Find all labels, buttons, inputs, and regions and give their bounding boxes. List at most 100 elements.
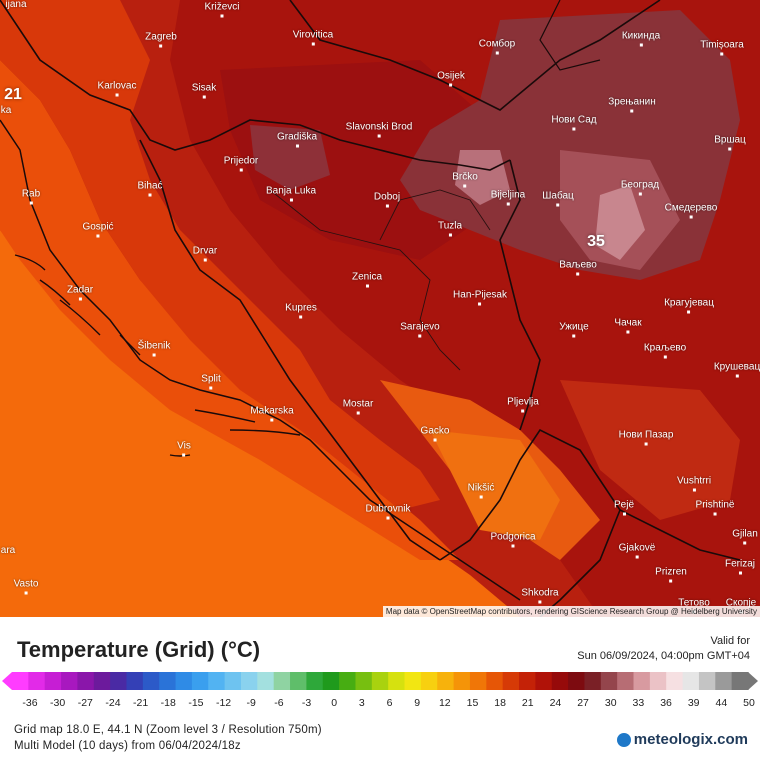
city-label: Nikšić [468,483,494,499]
scale-tick-label: 12 [438,697,451,709]
scale-color-cell [731,672,749,690]
city-label: Kupres [285,303,317,319]
scale-tick-label: 36 [660,697,672,709]
scale-tick-label: 18 [494,697,506,709]
city-label: Vushtrri [677,476,711,492]
city-label: Makarska [250,406,294,422]
scale-tick-label: 44 [715,697,728,709]
city-dot-icon [365,284,369,288]
city-label: Han-Pijesak [453,290,507,306]
city-label: Зрењанин [608,97,656,113]
scale-color-cell [191,672,209,690]
city-dot-icon [78,297,82,301]
city-dot-icon [418,334,422,338]
city-dot-icon [622,512,626,516]
scale-color-cell [93,672,111,690]
scale-tick-label: 39 [687,697,700,709]
temperature-value-label: 35 [587,233,605,250]
scale-tick-label: -24 [105,697,121,709]
brand-logo[interactable]: meteologix.com [616,731,748,748]
city-dot-icon [377,134,381,138]
scale-tick-label: 9 [414,697,421,709]
city-label: Кикинда [622,31,660,47]
city-dot-icon [159,44,163,48]
city-label: Шабац [542,191,574,207]
city-label: Banja Luka [266,186,316,202]
map-attribution[interactable]: Map data © OpenStreetMap contributors, r… [382,606,760,617]
city-label: Prishtinë [696,500,734,516]
city-dot-icon [202,95,206,99]
city-dot-icon [239,168,243,172]
scale-tick-label: -9 [246,697,256,709]
city-dot-icon [495,51,499,55]
scale-right-arrow [748,672,758,690]
city-label: Zadar [67,285,93,301]
edge-city-label: ijana [5,0,27,10]
scale-color-cell [290,672,307,690]
edge-city-label: ka [0,105,12,116]
scale-color-cell [388,672,406,690]
city-label: Pejë [614,500,634,516]
scale-tick-label: 33 [632,697,645,709]
scale-color-cell [28,672,46,690]
temperature-field [0,0,760,617]
scale-color-cell [355,672,373,690]
scale-color-cell [486,672,504,690]
scale-tick-label: 3 [358,697,365,709]
scale-color-cell [77,672,95,690]
city-label: Смедерево [665,203,717,219]
city-dot-icon [638,192,642,196]
city-label: Нови Сад [551,115,597,131]
scale-tick-label: -30 [50,697,66,709]
scale-tick-label: 50 [743,697,755,709]
scale-tick-label: -6 [274,697,284,709]
city-dot-icon [29,201,33,205]
scale-color-cell [453,672,471,690]
city-label: Ferizaj [725,559,755,575]
scale-tick-label: 30 [604,697,617,709]
city-label: Сомбор [479,39,515,55]
scale-color-cell [551,672,569,690]
city-label: Нови Пазар [619,430,673,446]
city-label: Rab [22,189,40,205]
city-dot-icon [626,330,630,334]
model-info: Multi Model (10 days) from 06/04/2024/18… [14,740,241,752]
scale-tick-label: -21 [133,697,149,709]
city-label: Slavonski Brod [346,122,412,138]
scale-color-cell [519,672,536,690]
scale-color-cell [44,672,62,690]
valid-time: Sun 06/09/2024, 04:00pm GMT+04 [577,650,750,662]
scale-tick-label: 24 [549,697,562,709]
scale-color-cell [568,672,586,690]
city-label: Zenica [352,272,382,288]
city-label: Doboj [374,192,400,208]
city-dot-icon [299,315,303,319]
scale-color-cell [142,672,160,690]
scale-tick-label: 27 [577,697,589,709]
city-label: Gospić [82,222,114,238]
scale-left-arrow [2,672,12,690]
scale-color-cell [371,672,389,690]
weather-map[interactable]: Križevci Zagreb Virovitica Сомбор Кикинда Tim… [0,0,760,617]
city-dot-icon [478,302,482,306]
city-label: Крагујевац [664,298,714,314]
edge-city-label: ara [0,545,16,556]
city-label: Brčko [452,172,478,188]
city-dot-icon [152,353,156,357]
city-dot-icon [635,555,639,559]
scale-color-cell [649,672,667,690]
scale-tick-label: -12 [215,697,232,709]
scale-color-cell [633,672,651,690]
grid-info: Grid map 18.0 E, 44.1 N (Zoom level 3 / … [14,724,322,736]
city-dot-icon [96,234,100,238]
scale-color-cell [535,672,553,690]
scale-color-cell [175,672,193,690]
city-dot-icon [433,438,437,442]
city-dot-icon [743,541,747,545]
valid-for-label: Valid for [710,635,750,647]
city-dot-icon [720,52,724,56]
color-scale-bar [2,672,758,690]
city-label: Timișoara [700,40,744,56]
city-label: Bihać [137,181,163,197]
city-label: Vis [177,441,191,457]
